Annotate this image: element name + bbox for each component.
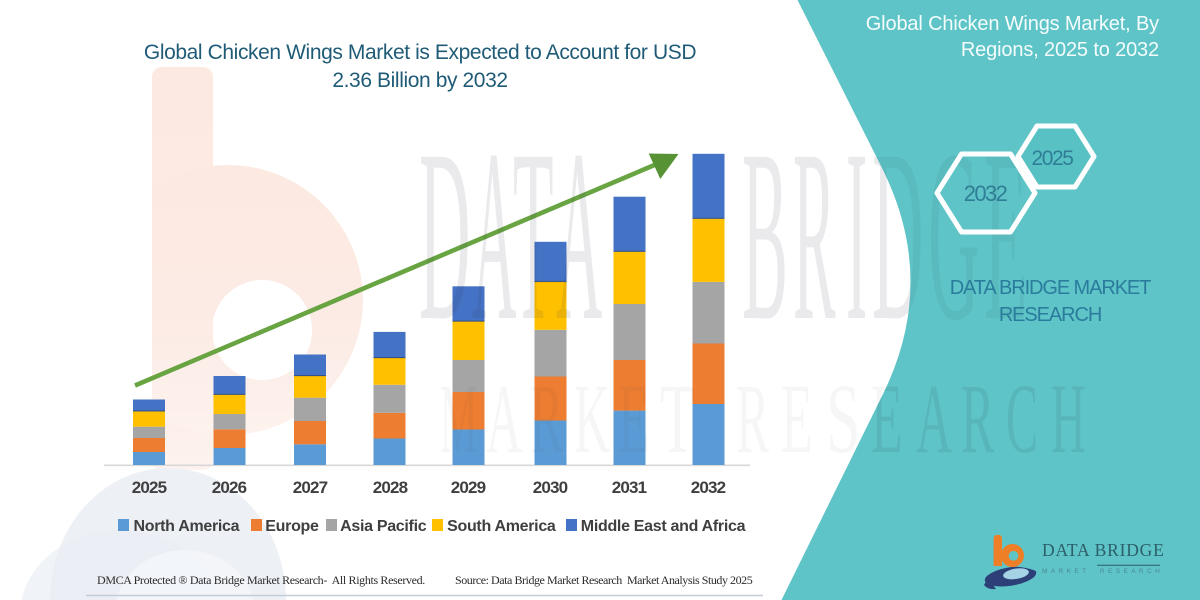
svg-text:T: T <box>660 362 695 474</box>
svg-text:G: G <box>928 101 980 373</box>
svg-text:K: K <box>574 365 610 475</box>
svg-text:B: B <box>742 100 788 372</box>
svg-text:R: R <box>793 99 836 371</box>
svg-text:C: C <box>1006 363 1038 474</box>
svg-text:A: A <box>556 99 602 371</box>
svg-text:T: T <box>513 98 554 371</box>
svg-text:E: E <box>781 364 813 474</box>
svg-text:H: H <box>1051 363 1086 474</box>
svg-text:I: I <box>846 99 867 371</box>
svg-text:A: A <box>486 365 522 475</box>
svg-text:R: R <box>736 365 770 475</box>
svg-text:M: M <box>440 363 477 474</box>
svg-text:A: A <box>472 98 516 371</box>
svg-text:R: R <box>530 365 564 475</box>
svg-text:R: R <box>961 365 995 475</box>
svg-text:A: A <box>916 365 952 475</box>
svg-text:D: D <box>419 101 471 373</box>
svg-text:E: E <box>984 101 1028 373</box>
svg-text:E: E <box>618 364 650 474</box>
